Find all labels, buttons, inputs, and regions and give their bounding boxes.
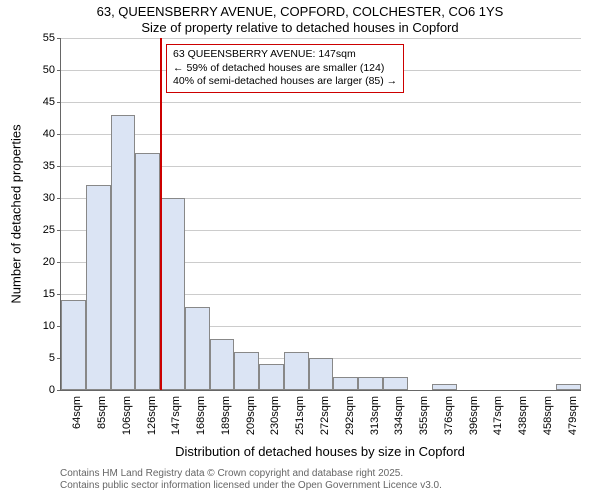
histogram-bar <box>259 364 284 390</box>
x-tick-label: 168sqm <box>195 396 207 435</box>
x-tick-label: 85sqm <box>96 396 108 429</box>
histogram-bar <box>383 377 408 390</box>
x-axis-label: Distribution of detached houses by size … <box>175 444 465 459</box>
y-tick-label: 45 <box>43 96 61 108</box>
x-tick-label: 209sqm <box>245 396 257 435</box>
histogram-bar <box>86 185 111 390</box>
histogram-bar <box>358 377 383 390</box>
plot-area: 051015202530354045505564sqm85sqm106sqm12… <box>60 38 581 391</box>
x-tick-label: 64sqm <box>71 396 83 429</box>
x-tick-label: 292sqm <box>344 396 356 435</box>
histogram-bar <box>556 384 581 390</box>
marker-line <box>160 38 162 390</box>
histogram-bar <box>135 153 160 390</box>
histogram-bar <box>160 198 185 390</box>
gridline <box>61 134 581 135</box>
x-tick-label: 189sqm <box>220 396 232 435</box>
x-tick-label: 334sqm <box>393 396 405 435</box>
histogram-bar <box>61 300 86 390</box>
x-tick-label: 106sqm <box>121 396 133 435</box>
x-tick-label: 355sqm <box>418 396 430 435</box>
annotation-line: 63 QUEENSBERRY AVENUE: 147sqm <box>173 48 397 62</box>
y-tick-label: 55 <box>43 32 61 44</box>
x-tick-label: 479sqm <box>567 396 579 435</box>
annotation-line: ← 59% of detached houses are smaller (12… <box>173 62 397 76</box>
y-tick-label: 40 <box>43 128 61 140</box>
y-tick-label: 25 <box>43 224 61 236</box>
x-tick-label: 458sqm <box>542 396 554 435</box>
x-tick-label: 396sqm <box>468 396 480 435</box>
x-tick-label: 147sqm <box>170 396 182 435</box>
x-tick-label: 272sqm <box>319 396 331 435</box>
x-tick-label: 438sqm <box>517 396 529 435</box>
x-tick-label: 126sqm <box>146 396 158 435</box>
y-tick-label: 0 <box>49 384 61 396</box>
y-tick-label: 50 <box>43 64 61 76</box>
y-tick-label: 5 <box>49 352 61 364</box>
histogram-bar <box>432 384 457 390</box>
histogram-bar <box>185 307 210 390</box>
x-tick-label: 417sqm <box>492 396 504 435</box>
annotation-box: 63 QUEENSBERRY AVENUE: 147sqm← 59% of de… <box>166 44 404 93</box>
y-tick-label: 10 <box>43 320 61 332</box>
y-tick-label: 30 <box>43 192 61 204</box>
gridline <box>61 38 581 39</box>
x-tick-label: 251sqm <box>294 396 306 435</box>
chart-title: 63, QUEENSBERRY AVENUE, COPFORD, COLCHES… <box>0 0 600 35</box>
y-tick-label: 20 <box>43 256 61 268</box>
x-tick-label: 376sqm <box>443 396 455 435</box>
histogram-bar <box>309 358 334 390</box>
histogram-bar <box>111 115 136 390</box>
title-line-1: 63, QUEENSBERRY AVENUE, COPFORD, COLCHES… <box>0 4 600 20</box>
y-tick-label: 15 <box>43 288 61 300</box>
histogram-bar <box>210 339 235 390</box>
x-tick-label: 230sqm <box>269 396 281 435</box>
title-line-2: Size of property relative to detached ho… <box>0 20 600 36</box>
annotation-line: 40% of semi-detached houses are larger (… <box>173 75 397 89</box>
histogram-bar <box>234 352 259 390</box>
footnote-line-1: Contains HM Land Registry data © Crown c… <box>60 468 442 480</box>
y-tick-label: 35 <box>43 160 61 172</box>
footnote: Contains HM Land Registry data © Crown c… <box>60 468 442 492</box>
histogram-bar <box>284 352 309 390</box>
x-tick-label: 313sqm <box>369 396 381 435</box>
y-axis-label: Number of detached properties <box>9 124 24 303</box>
histogram-bar <box>333 377 358 390</box>
footnote-line-2: Contains public sector information licen… <box>60 480 442 492</box>
gridline <box>61 102 581 103</box>
